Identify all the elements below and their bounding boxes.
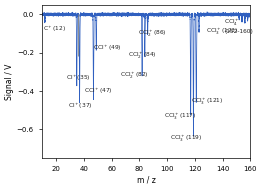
X-axis label: m / z: m / z xyxy=(137,175,156,184)
Text: CCl$_3^+$(117): CCl$_3^+$(117) xyxy=(164,111,197,122)
Text: CCl$_2^+$(86): CCl$_2^+$(86) xyxy=(138,28,167,39)
Text: CCl$^+$(47): CCl$^+$(47) xyxy=(84,86,112,96)
Text: CCl$^+$(49): CCl$^+$(49) xyxy=(94,43,122,53)
Text: Cl$^+$(35): Cl$^+$(35) xyxy=(66,73,90,83)
Y-axis label: Signal / V: Signal / V xyxy=(5,63,14,100)
Text: CCl$_2^+$(82): CCl$_2^+$(82) xyxy=(120,71,149,81)
Text: CCl$_3^+$(121): CCl$_3^+$(121) xyxy=(191,97,223,107)
Text: C$^+$(12): C$^+$(12) xyxy=(43,24,67,34)
Text: CCl$_4^+$
(152-160): CCl$_4^+$ (152-160) xyxy=(224,18,253,34)
Text: CCl$_2^+$(84): CCl$_2^+$(84) xyxy=(128,51,157,61)
Text: CCl$_3^+$(123): CCl$_3^+$(123) xyxy=(206,27,238,37)
Text: Cl$^+$(37): Cl$^+$(37) xyxy=(68,101,93,112)
Text: CCl$_3^+$(119): CCl$_3^+$(119) xyxy=(170,134,202,145)
